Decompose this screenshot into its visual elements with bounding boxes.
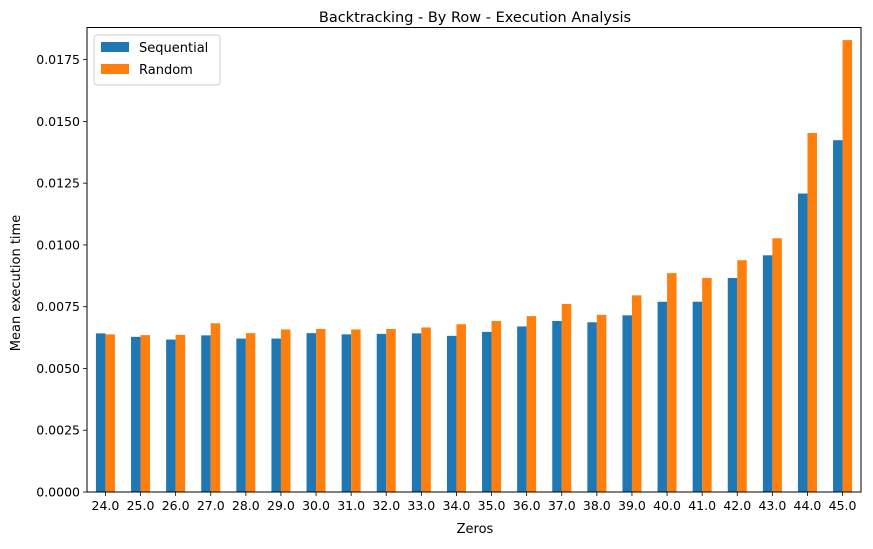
x-tick-label: 28.0 bbox=[232, 498, 260, 513]
bar-sequential-43.0 bbox=[762, 255, 773, 492]
y-ticks-group: 0.0000 0.0025 0.0050 0.0075 0.0100 0.0125 0.01… bbox=[36, 52, 87, 500]
bar-random-35.0 bbox=[491, 321, 502, 492]
y-tick-label: 0.0100 bbox=[36, 237, 80, 252]
x-tick-label: 40.0 bbox=[653, 498, 681, 513]
legend-label-random: Random bbox=[139, 63, 193, 78]
x-tick-label: 32.0 bbox=[372, 498, 400, 513]
bar-random-42.0 bbox=[737, 260, 747, 492]
bar-sequential-39.0 bbox=[622, 315, 632, 492]
x-tick-label: 25.0 bbox=[127, 498, 155, 513]
bar-sequential-34.0 bbox=[446, 335, 457, 492]
bar-random-25.0 bbox=[140, 335, 151, 492]
x-tick-label: 33.0 bbox=[407, 498, 435, 513]
bar-sequential-44.0 bbox=[797, 193, 808, 492]
bar-random-37.0 bbox=[561, 303, 572, 492]
legend-label-sequential: Sequential bbox=[139, 41, 208, 56]
bar-sequential-36.0 bbox=[517, 326, 527, 492]
chart-title: Backtracking - By Row - Execution Analys… bbox=[319, 10, 631, 26]
bar-random-30.0 bbox=[316, 328, 326, 492]
x-tick-label: 30.0 bbox=[302, 498, 330, 513]
x-tick-label: 26.0 bbox=[162, 498, 190, 513]
x-tick-label: 29.0 bbox=[267, 498, 295, 513]
bar-sequential-28.0 bbox=[236, 338, 246, 492]
y-tick-label: 0.0050 bbox=[36, 361, 80, 376]
bar-sequential-24.0 bbox=[95, 333, 106, 492]
x-ticks-group: 24.0 25.0 26.0 27.0 28.0 29.0 30.0 31.0 32.0 33.0… bbox=[92, 492, 857, 513]
y-tick-label: 0.0150 bbox=[36, 114, 80, 129]
bar-random-29.0 bbox=[280, 329, 291, 492]
x-tick-label: 31.0 bbox=[337, 498, 365, 513]
x-tick-label: 38.0 bbox=[583, 498, 611, 513]
bar-random-31.0 bbox=[351, 329, 361, 492]
bar-sequential-38.0 bbox=[587, 322, 597, 492]
bar-random-43.0 bbox=[772, 238, 782, 492]
bar-random-27.0 bbox=[210, 323, 221, 492]
bar-random-26.0 bbox=[175, 334, 186, 492]
x-tick-label: 27.0 bbox=[197, 498, 225, 513]
x-tick-label: 45.0 bbox=[829, 498, 857, 513]
x-tick-label: 34.0 bbox=[443, 498, 471, 513]
legend: Sequential Random bbox=[93, 34, 221, 86]
x-tick-label: 36.0 bbox=[513, 498, 541, 513]
bar-random-33.0 bbox=[421, 327, 431, 492]
bar-sequential-42.0 bbox=[727, 278, 738, 492]
bars-group bbox=[95, 40, 853, 493]
bar-sequential-37.0 bbox=[552, 321, 562, 492]
y-tick-label: 0.0000 bbox=[36, 485, 80, 500]
bar-sequential-41.0 bbox=[692, 301, 703, 492]
bar-random-34.0 bbox=[456, 324, 466, 492]
y-tick-label: 0.0175 bbox=[36, 52, 80, 67]
plot-frame bbox=[86, 27, 862, 493]
bar-sequential-31.0 bbox=[341, 334, 352, 492]
x-tick-label: 24.0 bbox=[92, 498, 120, 513]
bar-random-32.0 bbox=[386, 328, 396, 492]
bar-sequential-27.0 bbox=[201, 335, 211, 492]
x-tick-label: 42.0 bbox=[723, 498, 751, 513]
bar-random-45.0 bbox=[842, 40, 853, 492]
bar-random-36.0 bbox=[526, 316, 537, 492]
bar-sequential-30.0 bbox=[306, 333, 317, 492]
bar-random-41.0 bbox=[702, 278, 712, 492]
bar-sequential-33.0 bbox=[411, 333, 422, 492]
bar-random-44.0 bbox=[807, 133, 817, 492]
bar-random-39.0 bbox=[631, 295, 642, 492]
x-tick-label: 41.0 bbox=[688, 498, 716, 513]
x-tick-label: 35.0 bbox=[478, 498, 506, 513]
y-axis-label: Mean execution time bbox=[9, 215, 24, 351]
y-tick-label: 0.0125 bbox=[36, 176, 80, 191]
bar-sequential-45.0 bbox=[833, 140, 843, 493]
bar-sequential-26.0 bbox=[166, 339, 176, 492]
bar-sequential-40.0 bbox=[657, 301, 668, 492]
bar-sequential-29.0 bbox=[271, 338, 281, 492]
x-tick-label: 43.0 bbox=[758, 498, 786, 513]
bar-sequential-32.0 bbox=[376, 333, 387, 492]
bar-sequential-25.0 bbox=[131, 336, 141, 492]
bar-sequential-35.0 bbox=[482, 331, 492, 492]
x-tick-label: 37.0 bbox=[548, 498, 576, 513]
x-axis-label: Zeros bbox=[457, 522, 494, 537]
y-tick-label: 0.0025 bbox=[36, 423, 80, 438]
y-tick-label: 0.0075 bbox=[36, 299, 80, 314]
x-tick-label: 39.0 bbox=[618, 498, 646, 513]
legend-swatch-random bbox=[101, 64, 129, 74]
bar-random-24.0 bbox=[105, 334, 115, 492]
x-tick-label: 44.0 bbox=[794, 498, 822, 513]
bar-random-38.0 bbox=[596, 314, 607, 492]
bar-random-40.0 bbox=[667, 273, 677, 492]
legend-swatch-sequential bbox=[101, 42, 129, 52]
bar-random-28.0 bbox=[245, 333, 256, 492]
